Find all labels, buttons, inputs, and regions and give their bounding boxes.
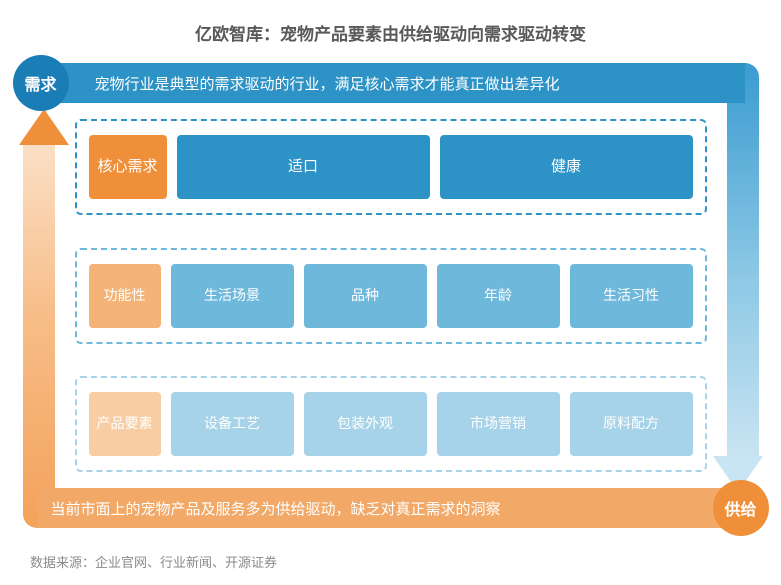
- rows-container: 核心需求适口健康功能性生活场景品种年龄生活习性产品要素设备工艺包装外观市场营销原…: [75, 119, 707, 472]
- footer-bar: 当前市面上的宠物产品及服务多为供给驱动，缺乏对真正需求的洞察: [37, 488, 731, 528]
- diagram-container: 需求 供给 宠物行业是典型的需求驱动的行业，满足核心需求才能真正做出差异化 核心…: [31, 63, 751, 538]
- arrow-shaft: [727, 63, 759, 458]
- row-lead-cell: 核心需求: [89, 135, 167, 199]
- diagram-title: 亿欧智库：宠物产品要素由供给驱动向需求驱动转变: [30, 20, 751, 45]
- row-cell: 健康: [440, 135, 693, 199]
- row-cell: 适口: [177, 135, 430, 199]
- row-cell: 年龄: [437, 264, 560, 328]
- row-2: 功能性生活场景品种年龄生活习性: [75, 248, 707, 344]
- row-lead-cell: 产品要素: [89, 392, 161, 456]
- header-bar: 宠物行业是典型的需求驱动的行业，满足核心需求才能真正做出差异化: [51, 63, 745, 103]
- row-cell: 生活场景: [171, 264, 294, 328]
- row-lead-cell: 功能性: [89, 264, 161, 328]
- row-cell: 设备工艺: [171, 392, 294, 456]
- row-cell: 市场营销: [437, 392, 560, 456]
- row-cell: 生活习性: [570, 264, 693, 328]
- arrow-down-right: [717, 63, 759, 492]
- data-source-note: 数据来源：企业官网、行业新闻、开源证券: [30, 552, 277, 571]
- row-1: 核心需求适口健康: [75, 119, 707, 215]
- row-cell: 原料配方: [570, 392, 693, 456]
- row-cell: 品种: [304, 264, 427, 328]
- row-cell: 包装外观: [304, 392, 427, 456]
- arrow-up-left: [23, 109, 65, 528]
- badge-supply: 供给: [713, 480, 769, 536]
- badge-demand: 需求: [13, 55, 69, 111]
- arrow-head-up-icon: [19, 109, 69, 145]
- arrow-shaft: [23, 143, 55, 528]
- row-3: 产品要素设备工艺包装外观市场营销原料配方: [75, 376, 707, 472]
